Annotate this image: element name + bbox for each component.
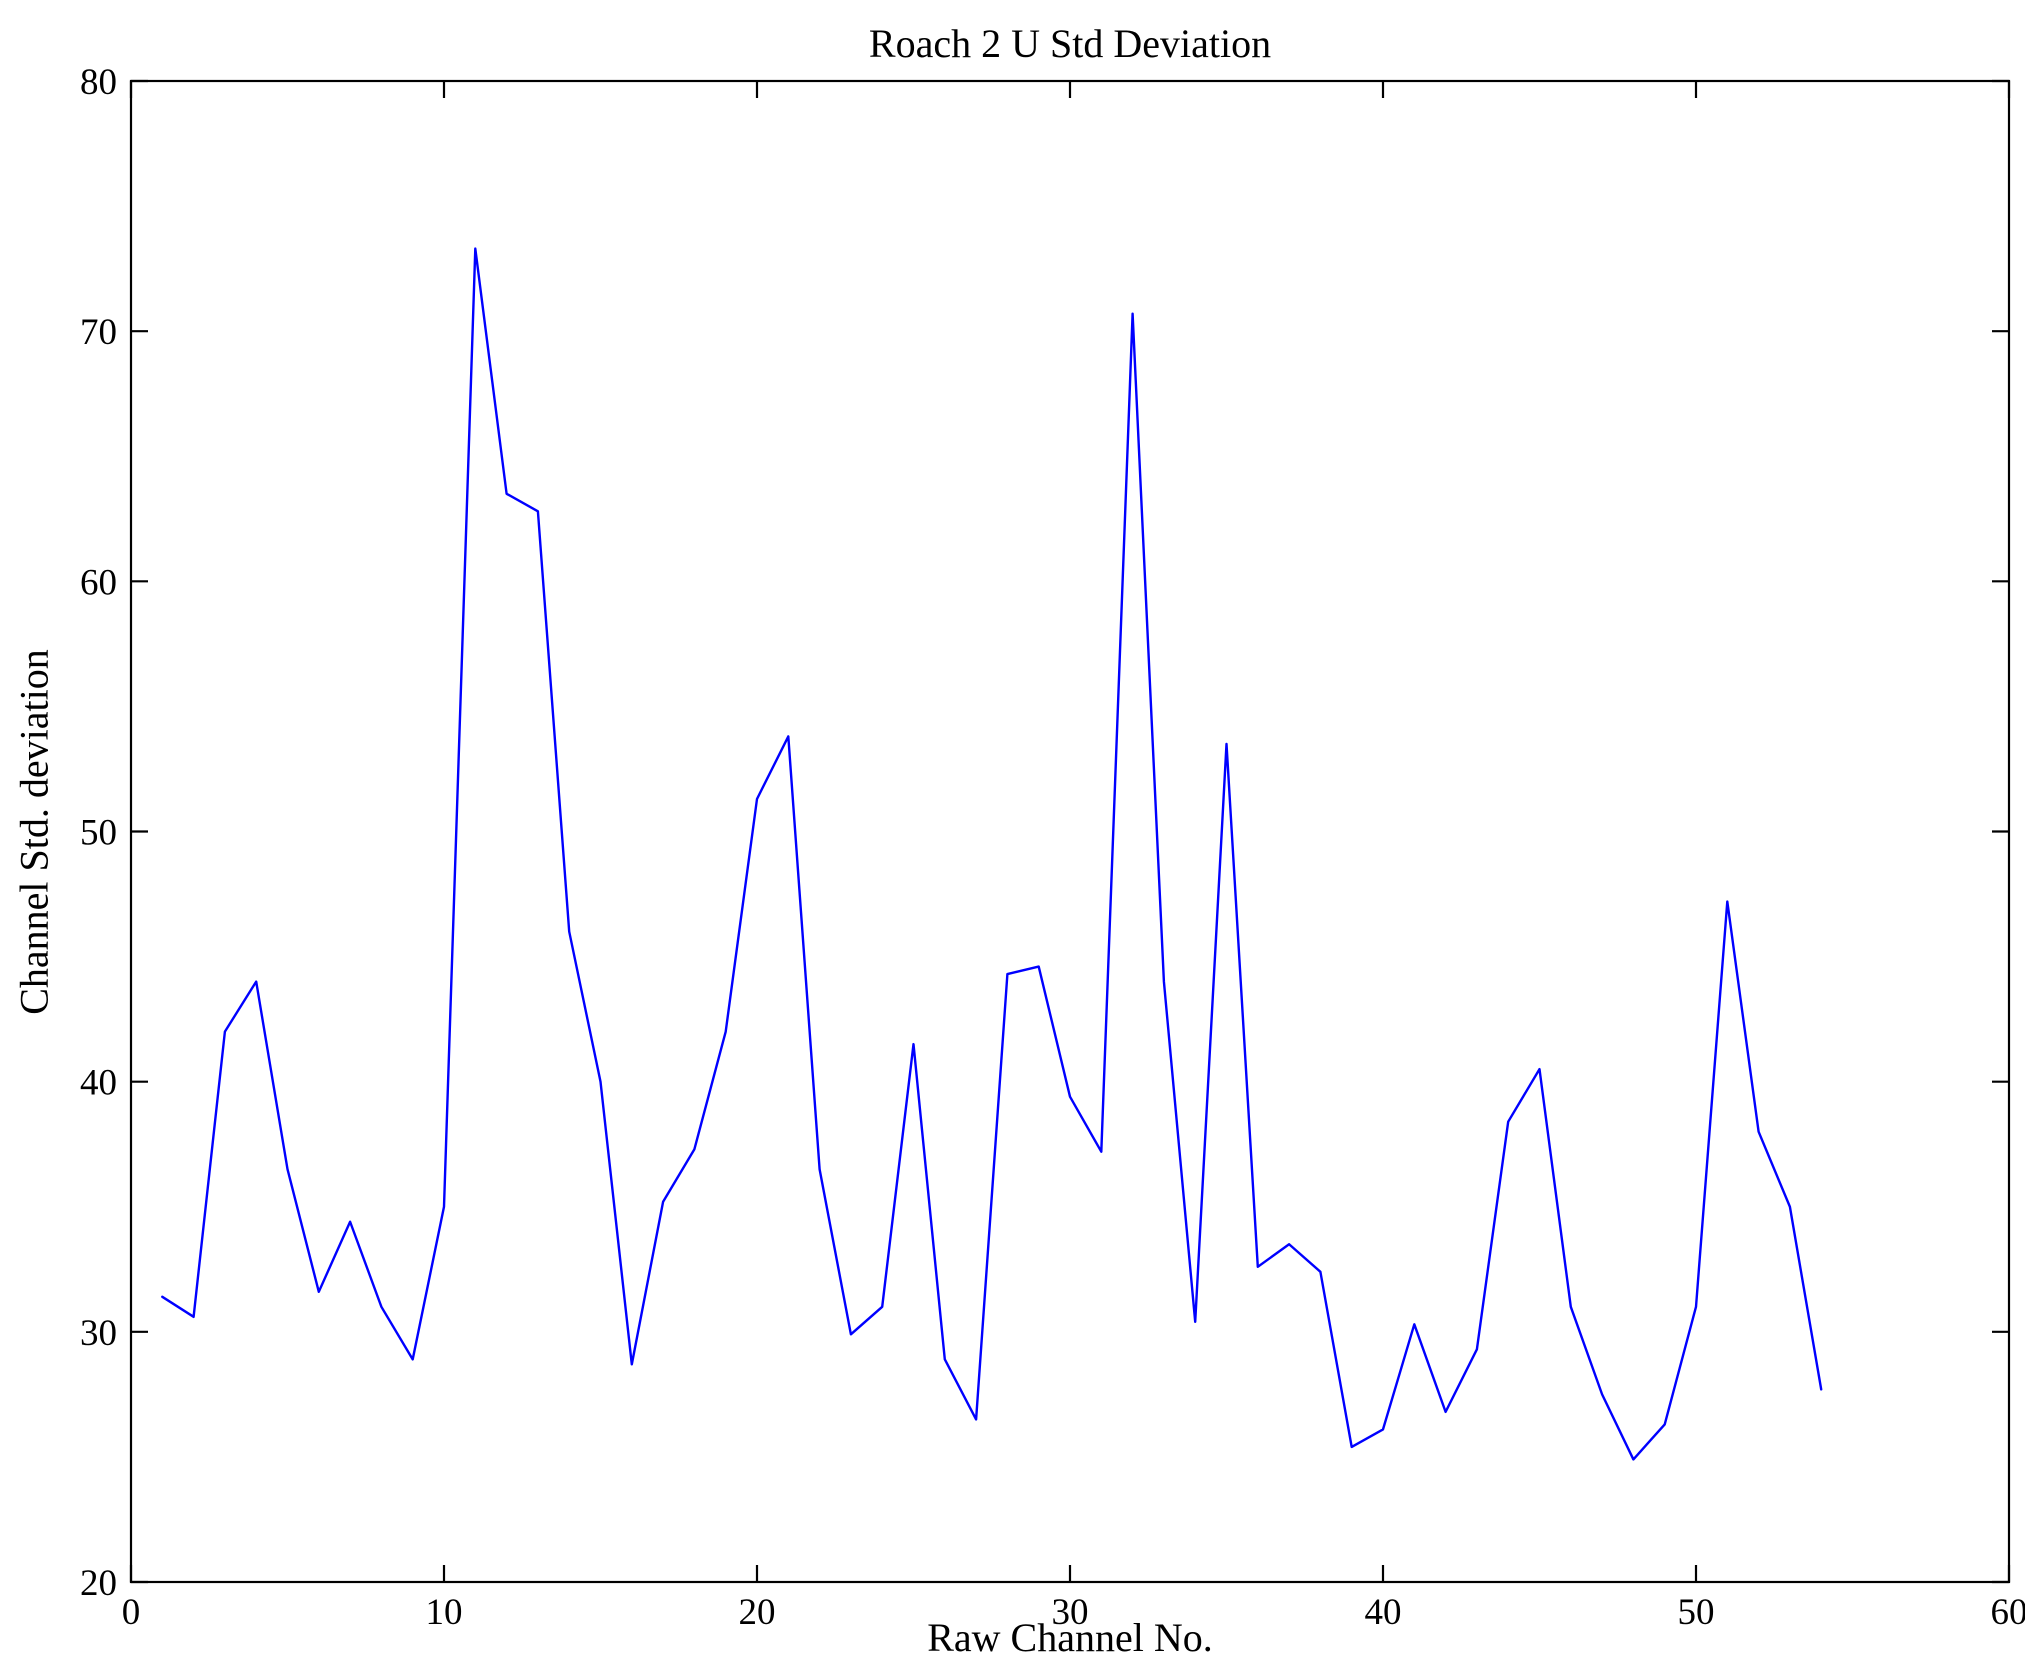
x-tick-label: 0: [122, 1592, 141, 1633]
x-tick-label: 50: [1678, 1592, 1715, 1633]
y-tick-label: 20: [80, 1563, 117, 1604]
y-tick-label: 80: [80, 62, 117, 103]
y-tick-label: 40: [80, 1063, 117, 1104]
y-tick-label: 50: [80, 813, 117, 854]
x-tick-label: 10: [426, 1592, 463, 1633]
x-axis-label: Raw Channel No.: [927, 1615, 1213, 1660]
x-tick-label: 60: [1991, 1592, 2025, 1633]
y-tick-label: 30: [80, 1313, 117, 1354]
chart-title: Roach 2 U Std Deviation: [868, 21, 1272, 66]
x-tick-label: 30: [1052, 1592, 1089, 1633]
y-tick-label: 60: [80, 562, 117, 603]
y-tick-label: 70: [80, 312, 117, 353]
x-tick-label: 20: [739, 1592, 776, 1633]
x-tick-label: 40: [1365, 1592, 1402, 1633]
data-line: [161, 247, 1823, 1461]
y-axis-label: Channel Std. deviation: [11, 649, 57, 1015]
